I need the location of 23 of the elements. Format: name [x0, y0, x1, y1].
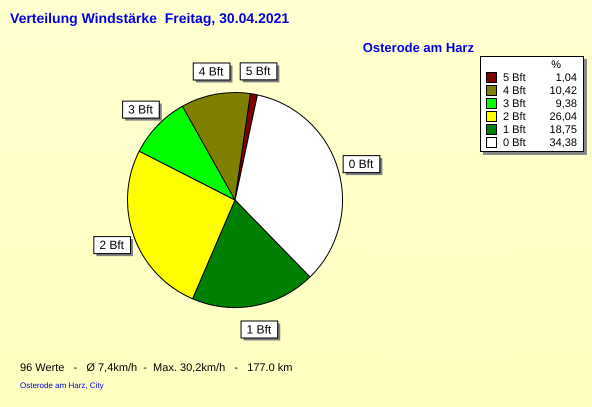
text: Osterode am Harz, City	[20, 381, 104, 390]
legend-label: 0 Bft	[503, 136, 527, 148]
chart-title: Verteilung Windstärke Freitag, 30.04.2021	[10, 10, 290, 26]
data-label: 1,04	[554, 72, 577, 84]
data-label: 9,38	[554, 98, 577, 110]
legend-label: 1 Bft	[503, 124, 527, 136]
category-label: 5 Bft	[503, 72, 526, 84]
data-label: 26,04	[548, 110, 577, 122]
legend-label: 5 Bft	[246, 64, 272, 78]
text: 96 Werte - Ø 7,4km/h - Max. 30,2km/h - 177.0 km	[20, 362, 292, 374]
chart-subtitle: Osterode am Harz	[362, 40, 474, 55]
slice-label: 4 Bft	[198, 64, 224, 78]
data-label: 10,42	[548, 84, 577, 96]
legend-label: 4 Bft	[503, 84, 527, 96]
slice-label: 3 Bft	[128, 102, 154, 116]
legend-label: 2 Bft	[503, 110, 527, 122]
slice-label: 0 Bft	[348, 156, 374, 171]
legend-title: %	[550, 59, 562, 71]
slice-label: 2 Bft	[99, 238, 125, 252]
data-label: 18,75	[548, 124, 577, 136]
slice-label: 1 Bft	[246, 322, 272, 336]
data-label: 34,38	[548, 136, 577, 148]
legend-label: 3 Bft	[503, 98, 527, 110]
